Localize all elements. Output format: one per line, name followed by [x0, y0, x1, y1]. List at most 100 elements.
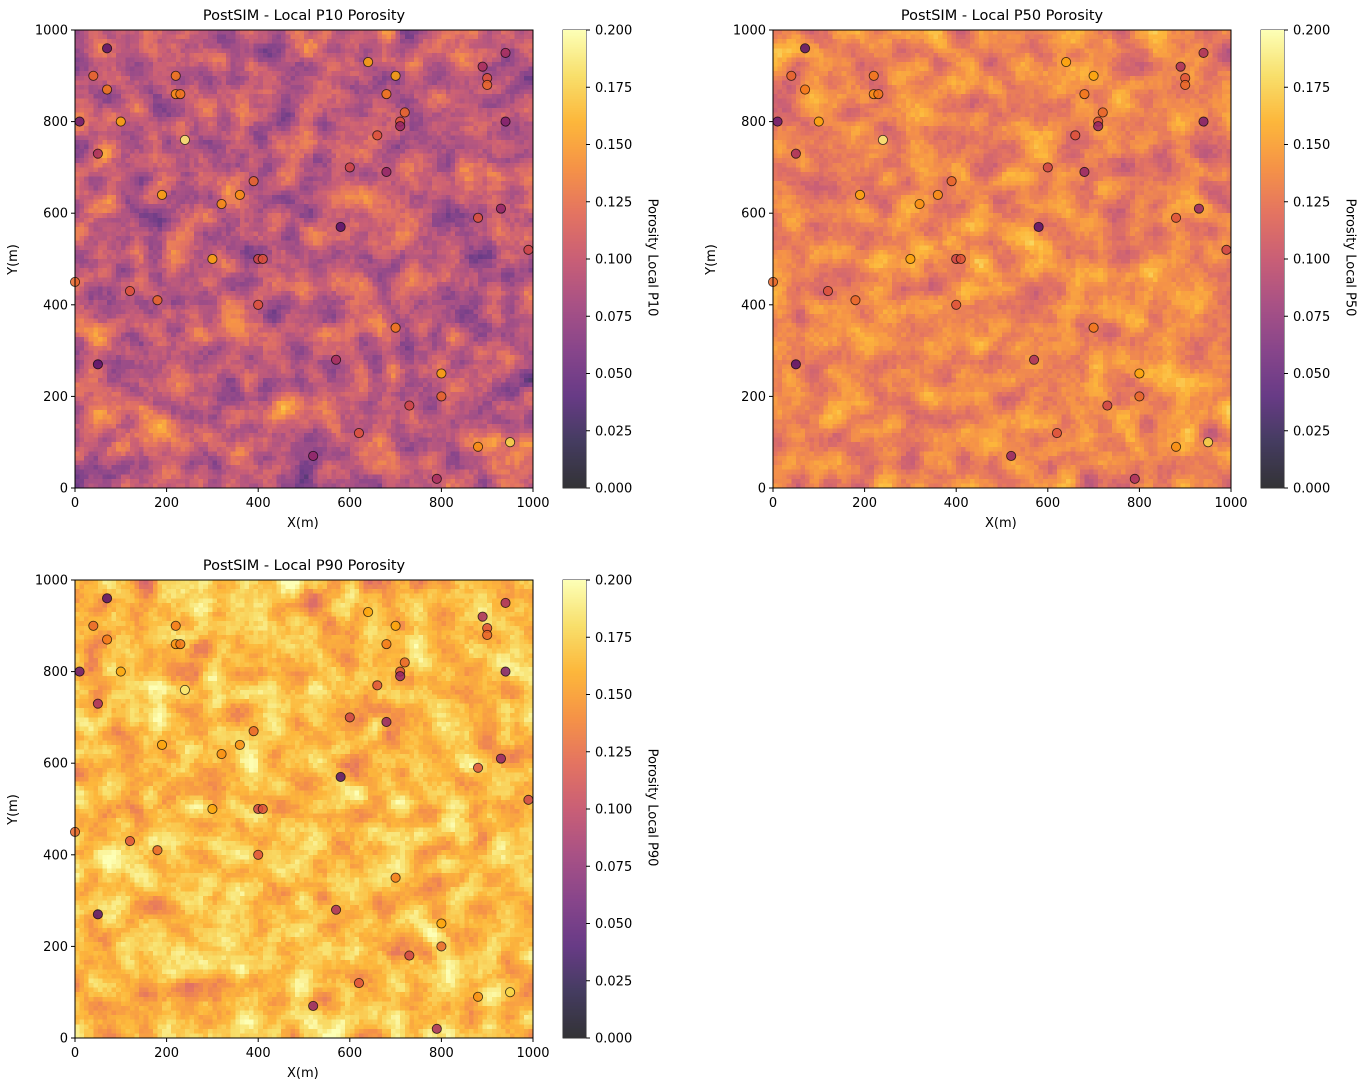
well-point: [822, 286, 834, 297]
well-point: [1193, 203, 1204, 214]
well-point: [1088, 70, 1099, 81]
plot-frame: [74, 29, 534, 489]
well-point: [523, 244, 534, 255]
y-tick-label: 200: [741, 390, 766, 405]
x-tick-label: 400: [246, 1046, 271, 1061]
well-point: [381, 716, 392, 728]
colorbar-tick-label: 0.075: [1293, 310, 1330, 325]
x-axis-label: X(m): [985, 516, 1017, 531]
well-point: [1170, 441, 1182, 452]
chart-title: PostSIM - Local P10 Porosity: [202, 8, 406, 24]
colorbar-label: Porosity Local P50: [1342, 198, 1358, 317]
well-point: [395, 121, 406, 132]
porosity-heatmap: [75, 30, 533, 488]
colorbar-tick-label: 0.100: [1293, 253, 1330, 268]
well-point: [207, 253, 218, 265]
y-tick-label: 200: [43, 390, 68, 405]
well-point: [482, 79, 493, 91]
y-tick-label: 800: [43, 665, 68, 680]
well-point: [772, 116, 783, 127]
well-point: [523, 794, 534, 805]
well-point: [92, 698, 103, 709]
colorbar-tick-label: 0.025: [595, 424, 632, 439]
well-point: [102, 43, 113, 54]
porosity-heatmap: [75, 580, 533, 1038]
well-point: [1180, 79, 1191, 91]
well-point: [152, 295, 163, 306]
well-point: [156, 739, 168, 750]
well-point: [868, 70, 879, 81]
colorbar-tick-label: 0.125: [595, 745, 632, 760]
colorbar-tick-label: 0.150: [1293, 138, 1330, 153]
well-point: [88, 620, 99, 631]
well-point: [800, 43, 811, 54]
well-point: [179, 684, 190, 695]
colorbar-tick-label: 0.075: [595, 860, 632, 875]
x-tick-label: 0: [71, 1046, 79, 1061]
well-point: [500, 47, 511, 58]
y-tick-label: 600: [741, 207, 766, 222]
well-point: [124, 286, 136, 297]
well-point: [951, 299, 962, 310]
y-tick-label: 400: [741, 298, 766, 313]
well-point: [234, 739, 245, 750]
well-point: [431, 473, 442, 484]
well-point: [914, 198, 925, 210]
well-point: [399, 657, 410, 668]
well-point: [1088, 322, 1099, 333]
colorbar-tick-label: 0.025: [595, 974, 632, 989]
well-point: [946, 176, 957, 187]
y-tick-label: 400: [43, 848, 68, 863]
well-point: [1051, 427, 1063, 439]
well-point: [1170, 212, 1182, 223]
x-tick-label: 400: [246, 496, 271, 511]
well-point: [344, 162, 355, 173]
well-point: [248, 726, 259, 737]
y-tick-label: 600: [43, 757, 68, 772]
well-point: [363, 607, 374, 618]
y-tick-label: 800: [741, 115, 766, 130]
x-tick-label: 800: [429, 496, 454, 511]
well-point: [472, 991, 484, 1002]
well-point: [115, 116, 126, 127]
well-point: [331, 354, 342, 365]
x-tick-label: 1000: [1214, 496, 1247, 511]
chart-panel-p10: PostSIM - Local P10 Porosity 0 200 400 600 8…: [0, 0, 680, 545]
x-tick-label: 1000: [516, 496, 549, 511]
chart-title: PostSIM - Local P50 Porosity: [900, 8, 1104, 24]
well-point: [390, 620, 401, 631]
well-point: [472, 762, 484, 773]
colorbar-tick-label: 0.050: [595, 367, 632, 382]
well-point: [335, 221, 346, 232]
well-point: [92, 148, 103, 159]
well-point: [390, 872, 401, 883]
well-point: [234, 189, 245, 200]
colorbar-label: Porosity Local P90: [644, 748, 660, 867]
colorbar-tick-label: 0.175: [1293, 81, 1330, 96]
well-point: [156, 189, 168, 200]
well-point: [477, 611, 488, 622]
y-tick-label: 800: [43, 115, 68, 130]
x-tick-label: 200: [154, 496, 179, 511]
plot-overlay: 0 200 400 600 800 1000 0 200 400 600 800 1000 0.000 0…: [733, 24, 1330, 512]
colorbar: [563, 30, 586, 488]
well-point: [1134, 391, 1145, 402]
x-tick-label: 400: [944, 496, 969, 511]
well-point: [472, 212, 484, 223]
colorbar-tick-label: 0.125: [1293, 195, 1330, 210]
plot-frame: [74, 579, 534, 1039]
well-point: [216, 748, 227, 760]
well-point: [800, 84, 811, 95]
x-tick-label: 800: [429, 1046, 454, 1061]
well-point: [344, 712, 355, 723]
well-point: [790, 148, 801, 159]
well-point: [873, 89, 884, 100]
y-axis-label: Y(m): [5, 794, 21, 825]
colorbar-tick-label: 0.000: [595, 482, 632, 497]
well-point: [854, 189, 866, 200]
well-point: [1175, 61, 1186, 72]
well-point: [1097, 107, 1108, 118]
well-point: [500, 666, 511, 677]
well-point: [257, 803, 268, 815]
colorbar-tick-label: 0.150: [595, 688, 632, 703]
